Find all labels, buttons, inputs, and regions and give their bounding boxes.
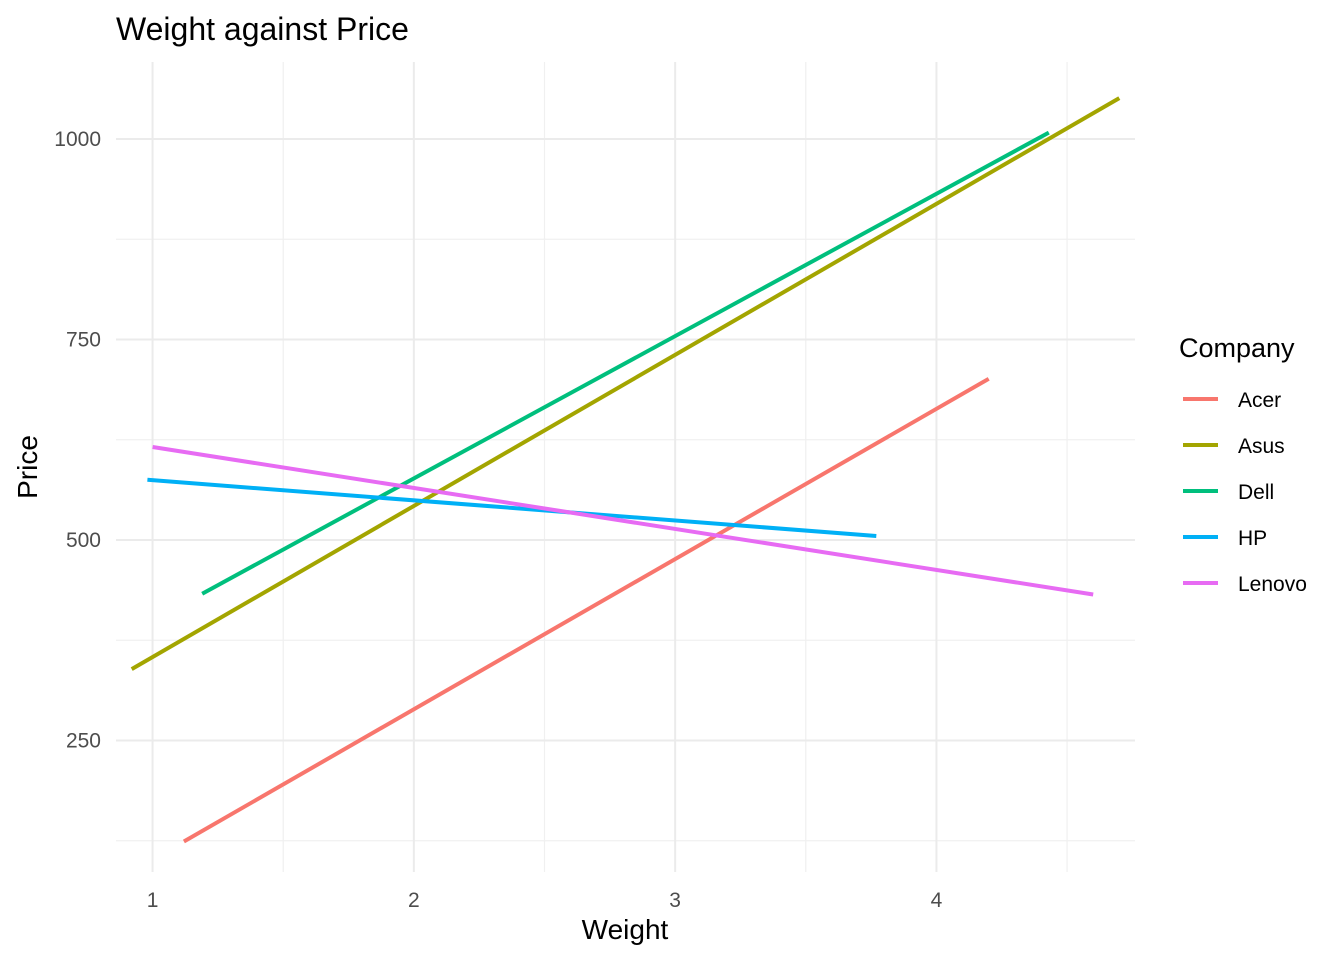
legend-label-asus: Asus [1238,435,1285,458]
legend: Company Acer Asus Dell HP Lenovo [1179,333,1307,596]
grid [116,62,1135,872]
y-tick-label: 500 [66,529,101,552]
x-axis-title: Weight [582,914,669,945]
series-line-dell [201,130,1050,596]
series-line-hp [147,477,877,538]
x-axis-ticks: 1 2 3 4 [147,889,943,912]
y-axis-title: Price [12,435,43,499]
series-line-lenovo [152,445,1094,597]
legend-items: Acer Asus Dell HP Lenovo [1183,389,1307,596]
chart-title: Weight against Price [116,11,409,47]
legend-label-hp: HP [1238,527,1267,550]
y-axis-ticks: 250 500 750 1000 [54,128,101,752]
x-tick-label: 1 [147,889,159,912]
x-tick-label: 4 [931,889,943,912]
y-tick-label: 1000 [54,128,101,151]
legend-title: Company [1179,333,1295,363]
x-tick-label: 2 [408,889,420,912]
series-line-acer [182,377,990,844]
legend-label-dell: Dell [1238,481,1274,504]
series-lines [130,96,1121,844]
y-tick-label: 250 [66,729,101,752]
y-tick-label: 750 [66,328,101,351]
legend-label-acer: Acer [1238,389,1281,412]
legend-label-lenovo: Lenovo [1238,573,1307,596]
x-tick-label: 3 [669,889,681,912]
series-line-asus [130,96,1121,671]
